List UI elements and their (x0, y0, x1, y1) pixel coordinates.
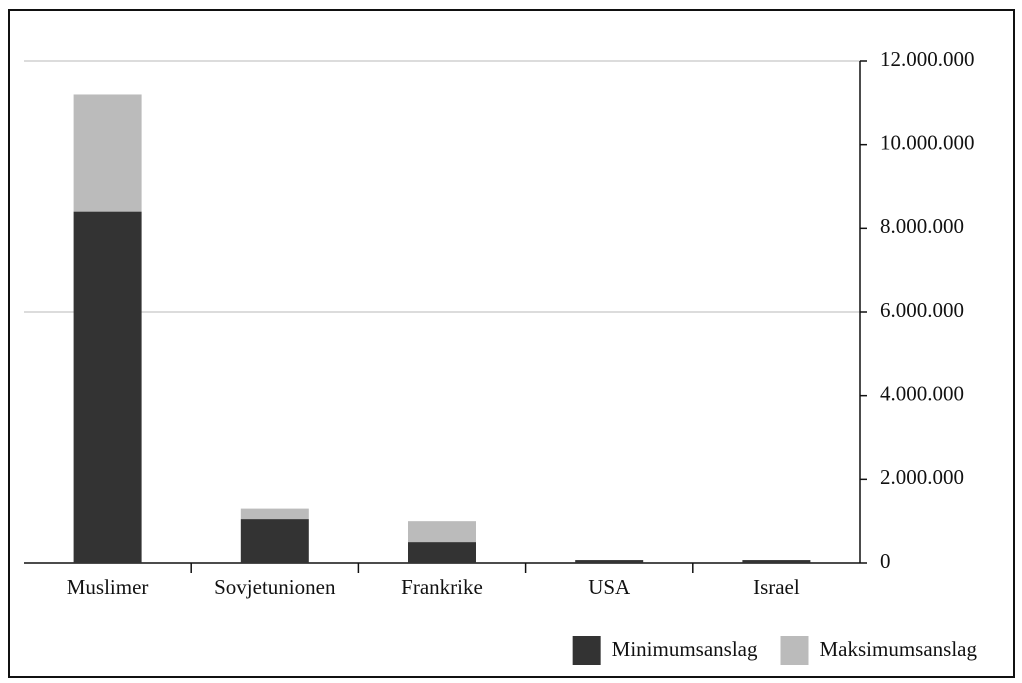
frame (8, 9, 1015, 678)
y-tick-label: 4.000.000 (880, 381, 964, 405)
bar-segment (73, 94, 142, 212)
x-tick-label: Sovjetunionen (214, 575, 336, 599)
bar-segment (240, 508, 309, 520)
bar-segment (240, 519, 309, 563)
x-tick-label: Frankrike (401, 575, 483, 599)
y-tick-label: 8.000.000 (880, 214, 964, 238)
bar-segment (408, 542, 476, 563)
bar-segment (575, 560, 644, 563)
y-tick-label: 2.000.000 (880, 465, 964, 489)
y-tick-label: 12.000.000 (880, 47, 975, 71)
y-tick-label: 0 (880, 549, 891, 573)
legend-label: Maksimumsanslag (820, 637, 978, 661)
y-tick-label: 6.000.000 (880, 298, 964, 322)
legend-swatch (572, 636, 601, 665)
bar-segment (408, 521, 476, 543)
x-tick-label: Israel (753, 575, 800, 599)
bar-segment (742, 560, 811, 563)
bar-segment (73, 211, 142, 563)
x-tick-label: USA (588, 575, 631, 599)
legend-label: Minimumsanslag (612, 637, 758, 661)
y-tick-label: 10.000.000 (880, 130, 975, 154)
x-tick-label: Muslimer (67, 575, 149, 599)
legend-swatch (780, 636, 809, 665)
